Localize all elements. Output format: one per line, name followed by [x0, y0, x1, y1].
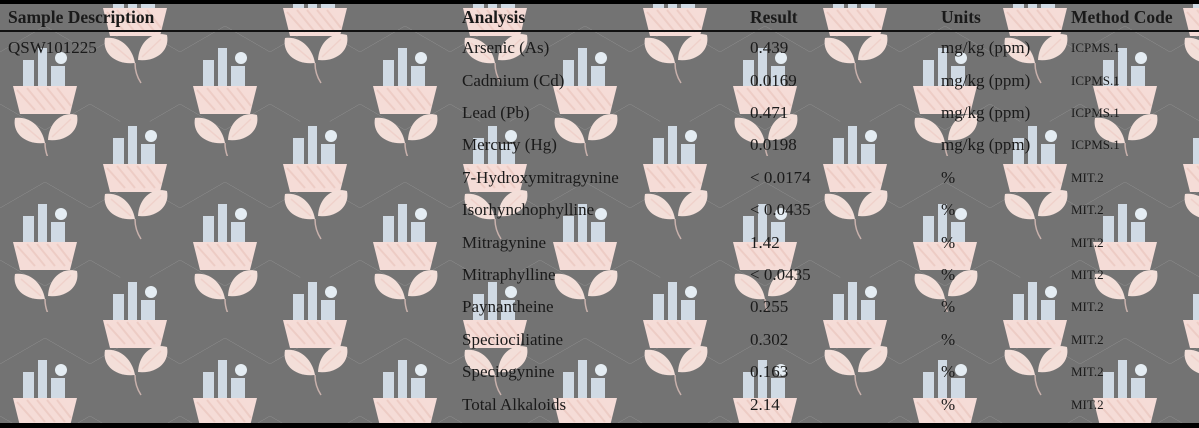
- units-cell: %: [941, 265, 956, 285]
- analysis-cell: Mercury (Hg): [462, 135, 557, 155]
- table-row: 7-Hydroxymitragynine < 0.0174% MIT.2: [0, 162, 1199, 194]
- sample-description-cell: QSW101225: [8, 38, 97, 58]
- analysis-cell: Mitragynine: [462, 232, 547, 252]
- col-header-method-code: Method Code: [1071, 6, 1173, 27]
- method-code-cell: MIT.2: [1071, 234, 1104, 250]
- analysis-cell: Arsenic (As): [462, 38, 550, 58]
- table-header-row: Sample Description Analysis Result Units…: [0, 4, 1199, 32]
- method-code-cell: ICPMS.1: [1071, 40, 1120, 56]
- method-code-cell: MIT.2: [1071, 331, 1104, 347]
- units-cell: %: [941, 329, 956, 349]
- result-cell: 1.42: [750, 232, 780, 252]
- analysis-cell: Speciogynine: [462, 362, 555, 382]
- result-cell: < 0.0174: [750, 167, 811, 187]
- col-header-sample-description: Sample Description: [8, 6, 155, 27]
- table-row: Cadmium (Cd) 0.0169 mg/kg (ppm) ICPMS.1: [0, 64, 1199, 96]
- col-header-units: Units: [941, 6, 981, 27]
- table-row: Speciogynine 0.163% MIT.2: [0, 356, 1199, 388]
- method-code-cell: MIT.2: [1071, 299, 1104, 315]
- units-cell: %: [941, 362, 956, 382]
- units-cell: mg/kg (ppm): [941, 70, 1031, 90]
- method-code-cell: MIT.2: [1071, 364, 1104, 380]
- analysis-cell: Speciociliatine: [462, 329, 564, 349]
- table-row: Paynantheine 0.255% MIT.2: [0, 291, 1199, 323]
- units-cell: mg/kg (ppm): [941, 135, 1031, 155]
- table-row: Mitraphylline < 0.0435% MIT.2: [0, 259, 1199, 291]
- col-header-result: Result: [750, 6, 798, 27]
- units-cell: %: [941, 394, 956, 414]
- table-body: QSW101225 Arsenic (As) 0.439 mg/kg (ppm) ICP…: [0, 32, 1199, 421]
- result-cell: 0.302: [750, 329, 789, 349]
- result-cell: 0.163: [750, 362, 789, 382]
- units-cell: mg/kg (ppm): [941, 103, 1031, 123]
- table-row: Isorhynchophylline < 0.0435% MIT.2: [0, 194, 1199, 226]
- analysis-cell: Isorhynchophylline: [462, 200, 595, 220]
- method-code-cell: ICPMS.1: [1071, 72, 1120, 88]
- method-code-cell: MIT.2: [1071, 202, 1104, 218]
- table-row: Speciociliatine 0.302% MIT.2: [0, 324, 1199, 356]
- method-code-cell: MIT.2: [1071, 267, 1104, 283]
- table-row: Total Alkaloids 2.14% MIT.2: [0, 388, 1199, 420]
- table-row: Mitragynine 1.42% MIT.2: [0, 226, 1199, 258]
- result-cell: 0.439: [750, 38, 789, 58]
- result-cell: 0.0169: [750, 70, 797, 90]
- units-cell: mg/kg (ppm): [941, 38, 1031, 58]
- table-row: QSW101225 Arsenic (As) 0.439 mg/kg (ppm) ICP…: [0, 32, 1199, 64]
- analysis-cell: 7-Hydroxymitragynine: [462, 167, 619, 187]
- analysis-cell: Lead (Pb): [462, 103, 530, 123]
- result-cell: 0.0198: [750, 135, 797, 155]
- units-cell: %: [941, 232, 956, 252]
- method-code-cell: ICPMS.1: [1071, 105, 1120, 121]
- units-cell: %: [941, 297, 956, 317]
- result-cell: < 0.0435: [750, 265, 811, 285]
- result-cell: 2.14: [750, 394, 780, 414]
- result-cell: 0.471: [750, 103, 789, 123]
- analysis-cell: Paynantheine: [462, 297, 554, 317]
- result-cell: < 0.0435: [750, 200, 811, 220]
- table-row: Lead (Pb) 0.471 mg/kg (ppm) ICPMS.1: [0, 97, 1199, 129]
- units-cell: %: [941, 167, 956, 187]
- analysis-cell: Cadmium (Cd): [462, 70, 565, 90]
- method-code-cell: MIT.2: [1071, 169, 1104, 185]
- analysis-cell: Total Alkaloids: [462, 394, 567, 414]
- table-row: Mercury (Hg) 0.0198 mg/kg (ppm) ICPMS.1: [0, 129, 1199, 161]
- analysis-cell: Mitraphylline: [462, 265, 556, 285]
- result-cell: 0.255: [750, 297, 789, 317]
- units-cell: %: [941, 200, 956, 220]
- method-code-cell: MIT.2: [1071, 396, 1104, 412]
- method-code-cell: ICPMS.1: [1071, 137, 1120, 153]
- col-header-analysis: Analysis: [462, 6, 526, 27]
